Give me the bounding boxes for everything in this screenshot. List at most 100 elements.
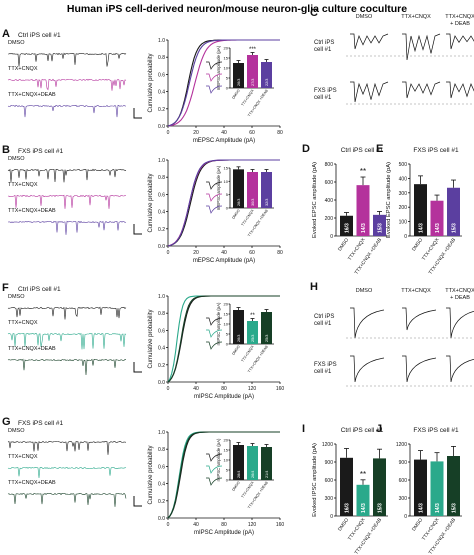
bar-n-label: 14/3 [419,223,425,233]
evoked-trace [402,307,437,331]
avg-trace [206,61,223,70]
cdf-y-tick-label: 0.0 [158,244,165,250]
panel-letter-A: A [2,28,10,40]
bar-n-label: 14/3 [361,503,367,513]
bar-y-tick-label: 600 [399,478,408,484]
trace-label: DMSO [8,40,25,46]
cdf-y-tick-label: 0.0 [158,124,165,130]
inset-y-tick-label: 20 [224,302,229,307]
column-label: TTX+CNQX [401,14,431,20]
row-label: Ctrl iPS [314,40,334,46]
avg-trace [206,85,223,94]
bar-y-tick-label: 0 [330,514,333,520]
inset-category-label: DMSO [231,345,241,356]
inset-y-tick-label: 5 [226,192,229,197]
cdf-x-tick-label: 80 [277,250,283,256]
cdf-y-tick-label: 0.2 [158,499,165,505]
inset-significance: ** [250,313,255,319]
inset-y-tick-label: 5 [226,468,229,473]
inset-bar [261,447,272,480]
bar-y-tick-label: 200 [325,216,334,222]
cdf-x-tick-label: 60 [249,130,255,136]
inset-y-tick-label: 0 [226,478,229,483]
cdf-x-axis-label: mEPSC Amplitude (pA) [193,138,255,144]
bar-y-axis-label: Evoked EPSC amplitude (pA) [312,162,318,238]
bar-y-axis-label: Evoked EPSC amplitude (pA) [386,162,392,238]
inset-y-tick-label: 0 [226,342,229,347]
evoked-trace [402,355,437,383]
bar-y-tick-label: 600 [325,180,334,186]
inset-y-tick-label: 5 [226,332,229,337]
cdf-x-tick-label: 0 [167,522,170,528]
bar-significance: ** [360,167,366,176]
bar-y-tick-label: 0 [404,514,407,520]
trace-scale-bar [133,224,142,235]
avg-trace [206,477,223,486]
row-label: FXS iPS [314,88,337,94]
avg-trace [206,317,223,326]
trace-label: TTX+CNQX+DEAB [8,480,56,486]
inset-y-axis-label: mIPSC amplitude (pA) [216,302,221,345]
cdf-y-axis-label: Cumulative probability [148,53,154,112]
current-trace [7,78,127,91]
cdf-y-tick-label: 0.4 [158,210,165,216]
bar-category-label: DMSO [411,517,424,532]
cdf-y-tick-label: 0.8 [158,55,165,61]
bar [414,184,427,236]
trace-label: TTX+CNQX [8,454,38,460]
evoked-trace [350,33,389,50]
current-trace [7,220,127,235]
cdf-y-tick-label: 0.0 [158,380,165,386]
cdf-x-tick-label: 120 [248,522,257,528]
current-trace [7,440,126,455]
trace-label: TTX+CNQX [8,66,38,72]
cdf-x-tick-label: 20 [193,250,199,256]
cdf-y-tick-label: 1.0 [158,158,165,164]
cdf-y-tick-label: 0.6 [158,328,165,334]
cdf-y-tick-label: 1.0 [158,430,165,436]
bar-category-label: DMSO [337,517,350,532]
inset-bar [261,312,272,344]
inset-n-label: 26/4 [251,471,255,478]
inset-y-tick-label: 20 [224,46,229,51]
trace-label: TTX+CNQX+DEAB [8,92,56,98]
cdf-y-tick-label: 0.2 [158,227,165,233]
inset-bar [247,55,258,88]
panel-letter-C: C [310,7,318,19]
column-label: TTX+CNQX [445,14,474,20]
current-trace [7,104,127,118]
current-trace [7,194,127,209]
bar-y-tick-label: 300 [399,496,408,502]
bar-header: FXS iPS cell #1 [413,427,459,434]
inset-bar [233,310,244,344]
inset-y-tick-label: 5 [226,76,229,81]
cdf-curve [167,431,280,519]
bar-y-tick-label: 200 [399,205,408,211]
inset-y-tick-label: 10 [224,458,229,463]
cdf-y-tick-label: 0.8 [158,311,165,317]
bar [414,459,427,516]
inset-y-tick-label: 0 [226,206,229,211]
bar-n-label: 14/3 [435,223,441,233]
bar-n-label: 15/3 [452,223,458,233]
cdf-x-axis-label: mEPSC Amplitude (pA) [193,258,255,264]
evoked-trace [446,307,474,339]
bar-n-label: 15/3 [452,503,458,513]
evoked-trace [402,81,441,99]
bar-y-tick-label: 300 [399,191,408,197]
current-trace [8,52,127,67]
trace-scale-bar [133,496,142,507]
bar [340,215,353,236]
inset-y-tick-label: 15 [224,312,229,317]
trace-label: TTX+CNQX+DEAB [8,346,56,352]
evoked-trace [350,355,385,383]
inset-bar [261,62,272,88]
avg-trace [206,193,223,202]
cdf-y-axis-label: Cumulative probability [148,309,154,368]
cdf-y-tick-label: 0.6 [158,72,165,78]
inset-y-tick-label: 0 [226,86,229,91]
trace-label: DMSO [8,294,25,300]
inset-n-label: 32/3 [265,199,269,206]
cdf-x-tick-label: 40 [193,522,199,528]
